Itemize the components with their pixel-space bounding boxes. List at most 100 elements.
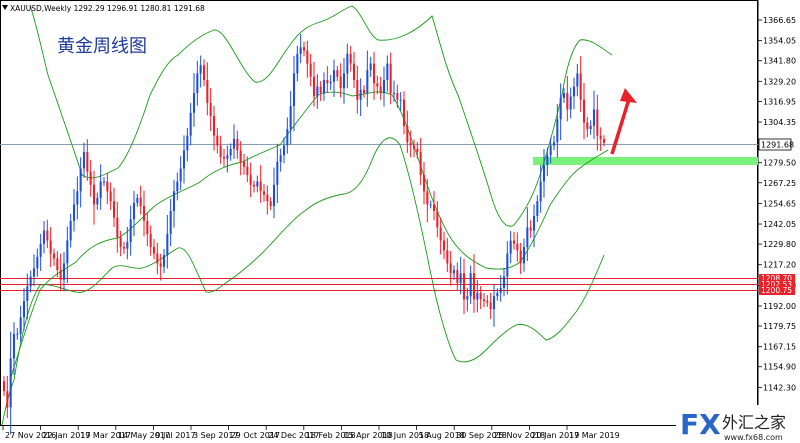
time-tick-label: 29 Oct 2017: [231, 431, 280, 440]
svg-text:1208.70: 1208.70: [761, 274, 792, 283]
candle: [389, 52, 392, 105]
candle: [352, 51, 356, 89]
candle-body: [22, 301, 26, 318]
candle: [292, 55, 296, 132]
candle-body: [326, 80, 329, 84]
candle: [266, 185, 269, 215]
bollinger-lower-band: [1, 137, 605, 426]
candle: [176, 172, 179, 201]
candle: [136, 193, 139, 207]
candle: [142, 190, 146, 237]
candle-body: [362, 89, 366, 94]
candle: [562, 88, 566, 103]
candle-body: [569, 96, 572, 110]
candle-body: [49, 240, 52, 254]
symbol-header-icon: [2, 5, 8, 10]
candle-body: [316, 86, 319, 97]
candle-body: [82, 152, 86, 169]
candle-body: [106, 181, 109, 192]
candle-body: [262, 191, 266, 195]
candle-body: [249, 174, 252, 185]
candle: [186, 127, 189, 162]
candle-body: [252, 184, 256, 187]
candle-body: [429, 204, 432, 206]
candle: [579, 56, 582, 112]
candle: [19, 305, 22, 342]
candle: [566, 76, 569, 122]
candle-body: [132, 202, 136, 220]
candle: [349, 45, 352, 72]
candle-body: [79, 168, 82, 192]
candle-body: [306, 50, 309, 64]
candle-body: [572, 86, 576, 97]
level-labels: 1208.70 1202.53 1200.75: [759, 274, 795, 295]
candle-body: [72, 204, 76, 221]
time-tick-label: 9 Jul 2017: [155, 431, 195, 440]
price-tick-label: 1254.65: [763, 199, 796, 208]
candle: [202, 59, 206, 87]
candle: [476, 280, 479, 313]
candle: [222, 148, 226, 167]
candle: [192, 72, 196, 127]
candle: [99, 164, 102, 210]
candle: [162, 248, 166, 274]
candle: [532, 204, 536, 248]
candle: [29, 270, 32, 293]
candle: [209, 87, 212, 132]
candle: [419, 137, 422, 185]
candle-body: [456, 269, 459, 284]
candle: [409, 130, 412, 158]
candle: [296, 45, 299, 82]
candle: [239, 141, 242, 176]
candle: [109, 182, 112, 211]
candle: [369, 56, 372, 77]
candle-body: [192, 93, 196, 113]
candle: [269, 197, 272, 211]
price-tick-label: 1366.65: [763, 16, 796, 25]
candle-body: [76, 191, 79, 205]
candle: [146, 212, 149, 247]
candle-body: [522, 247, 526, 264]
candle-body: [99, 181, 102, 198]
candle-body: [116, 217, 119, 238]
candle-body: [566, 93, 569, 110]
candle: [446, 238, 449, 272]
candle-body: [336, 70, 339, 77]
chart-annotation-title: 黄金周线图: [57, 36, 147, 57]
candle: [492, 283, 496, 327]
candle: [586, 117, 589, 138]
candle: [439, 217, 442, 255]
candle-body: [579, 73, 582, 100]
candle-body: [2, 381, 6, 392]
candle-body: [459, 273, 462, 284]
candle-body: [66, 240, 69, 264]
candle-body: [426, 191, 429, 205]
plot-frame: [0, 0, 758, 426]
candle-body: [196, 73, 199, 94]
candle-body: [286, 129, 289, 146]
candle-body: [409, 142, 412, 146]
candle: [529, 220, 532, 238]
candle: [79, 157, 82, 208]
candle-body: [506, 253, 509, 277]
candle-body: [62, 263, 66, 280]
support-zone: [533, 157, 758, 165]
candle: [212, 105, 216, 151]
candle: [459, 256, 462, 295]
candle-body: [179, 168, 182, 182]
price-tick-label: 1316.95: [763, 97, 796, 106]
candle: [462, 258, 466, 315]
candle-body: [216, 135, 219, 146]
candle-body: [599, 135, 602, 139]
candle: [402, 91, 406, 135]
candle-body: [126, 242, 129, 249]
candle: [179, 156, 182, 191]
candle: [286, 117, 289, 154]
candle-body: [329, 81, 332, 84]
candle: [159, 253, 162, 281]
candle-body: [242, 161, 246, 167]
candle: [599, 127, 602, 152]
candle-body: [109, 191, 112, 202]
candle: [149, 225, 152, 256]
